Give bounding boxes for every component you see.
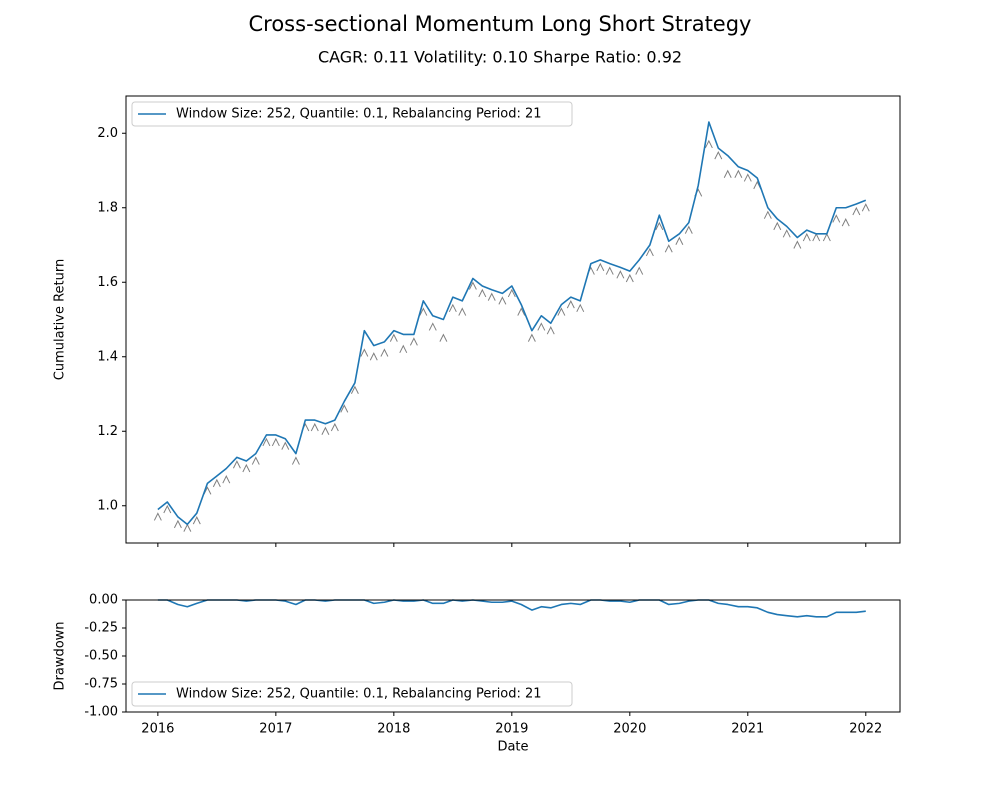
y-axis-label: Cumulative Return bbox=[53, 259, 68, 380]
rebalance-marker bbox=[675, 236, 684, 245]
plot-area bbox=[126, 96, 900, 543]
y-tick-label: 0.00 bbox=[89, 593, 118, 608]
rebalance-marker bbox=[498, 296, 507, 305]
y-tick-label: 2.0 bbox=[97, 126, 118, 141]
rebalance-marker bbox=[734, 169, 743, 178]
y-tick-label: 1.8 bbox=[97, 200, 118, 215]
y-tick-label: 1.0 bbox=[97, 498, 118, 513]
rebalance-marker bbox=[487, 292, 496, 301]
x-tick-label: 2017 bbox=[259, 722, 292, 737]
y-tick-label: 1.4 bbox=[97, 349, 118, 364]
rebalance-marker bbox=[173, 519, 182, 529]
rebalance-marker bbox=[743, 173, 752, 182]
rebalance-marker bbox=[419, 307, 428, 316]
y-tick-label: -0.25 bbox=[84, 621, 118, 636]
legend-label: Window Size: 252, Quantile: 0.1, Rebalan… bbox=[176, 687, 542, 702]
rebalance-marker bbox=[852, 206, 861, 216]
rebalance-marker bbox=[802, 232, 811, 242]
rebalance-marker bbox=[832, 214, 841, 223]
rebalance-marker bbox=[262, 437, 271, 447]
axes-frame bbox=[125, 95, 901, 544]
rebalance-marker bbox=[861, 203, 870, 212]
rebalance-marker bbox=[291, 456, 300, 465]
y-tick-label: -0.50 bbox=[84, 649, 118, 664]
rebalance-marker bbox=[655, 221, 664, 231]
rebalance-marker bbox=[360, 348, 369, 357]
x-tick-label: 2016 bbox=[141, 722, 174, 737]
y-tick-label: 1.2 bbox=[97, 424, 118, 439]
rebalance-marker bbox=[507, 288, 516, 298]
rebalance-marker bbox=[380, 348, 389, 357]
x-tick-label: 2021 bbox=[731, 722, 764, 737]
rebalance-marker bbox=[576, 303, 585, 313]
chart-subtitle: CAGR: 0.11 Volatility: 0.10 Sharpe Ratio… bbox=[318, 48, 682, 67]
series-line bbox=[157, 121, 867, 526]
rebalance-marker bbox=[625, 273, 634, 283]
rebalance-marker bbox=[222, 475, 231, 484]
rebalance-marker bbox=[389, 333, 398, 342]
x-tick-label: 2018 bbox=[377, 722, 410, 737]
rebalance-marker bbox=[192, 516, 201, 525]
rebalance-marker bbox=[517, 307, 526, 316]
rebalance-marker bbox=[664, 244, 673, 253]
chart-title: Cross-sectional Momentum Long Short Stra… bbox=[249, 12, 752, 36]
rebalance-marker bbox=[330, 422, 339, 432]
x-axis-label: Date bbox=[497, 740, 528, 755]
rebalance-marker bbox=[153, 512, 162, 521]
rebalance-marker bbox=[458, 307, 467, 316]
legend-box bbox=[131, 101, 573, 127]
rebalance-marker bbox=[773, 221, 782, 231]
rebalance-marker bbox=[251, 456, 260, 465]
rebalance-marker bbox=[704, 139, 713, 149]
rebalance-marker bbox=[271, 437, 280, 447]
rebalance-marker bbox=[546, 326, 555, 335]
rebalance-marker bbox=[566, 299, 575, 309]
rebalance-marker bbox=[841, 218, 850, 227]
y-tick-label: 1.6 bbox=[97, 275, 118, 290]
rebalance-marker bbox=[439, 333, 448, 342]
rebalance-marker bbox=[212, 478, 221, 488]
x-tick-label: 2022 bbox=[849, 722, 882, 737]
rebalance-marker bbox=[684, 225, 693, 234]
axes-frame bbox=[125, 599, 901, 713]
rebalance-marker bbox=[281, 441, 290, 450]
rebalance-marker bbox=[537, 322, 546, 331]
rebalance-marker bbox=[242, 463, 251, 473]
legend-box bbox=[131, 681, 573, 707]
rebalance-marker bbox=[163, 504, 172, 514]
rebalance-marker bbox=[596, 262, 605, 272]
x-tick-label: 2020 bbox=[613, 722, 646, 737]
legend-label: Window Size: 252, Quantile: 0.1, Rebalan… bbox=[176, 107, 542, 122]
rebalance-marker bbox=[448, 303, 457, 313]
rebalance-marker bbox=[645, 247, 654, 257]
rebalance-marker bbox=[635, 266, 644, 275]
rebalance-marker bbox=[605, 266, 614, 275]
rebalance-marker bbox=[763, 210, 772, 219]
rebalance-marker bbox=[793, 240, 802, 249]
rebalance-marker bbox=[428, 322, 437, 331]
rebalance-marker bbox=[399, 344, 408, 354]
y-axis-label: Drawdown bbox=[53, 621, 68, 690]
rebalance-marker bbox=[468, 281, 477, 290]
rebalance-marker bbox=[478, 288, 487, 298]
rebalance-marker bbox=[782, 229, 791, 238]
rebalance-marker bbox=[310, 422, 319, 432]
rebalance-marker bbox=[409, 337, 418, 346]
y-tick-label: -0.75 bbox=[84, 677, 118, 692]
rebalance-marker bbox=[369, 352, 378, 361]
rebalance-marker bbox=[714, 150, 723, 160]
rebalance-marker bbox=[723, 169, 732, 178]
rebalance-marker bbox=[321, 426, 330, 435]
rebalance-marker bbox=[232, 460, 241, 469]
x-tick-label: 2019 bbox=[495, 722, 528, 737]
rebalance-marker bbox=[340, 404, 349, 413]
y-tick-label: -1.00 bbox=[84, 705, 118, 720]
rebalance-marker bbox=[616, 270, 625, 279]
rebalance-marker bbox=[350, 385, 359, 394]
rebalance-marker bbox=[557, 307, 566, 316]
rebalance-marker bbox=[527, 333, 536, 342]
